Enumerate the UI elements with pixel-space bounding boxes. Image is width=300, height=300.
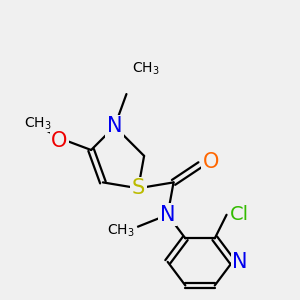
- Text: Cl: Cl: [230, 205, 249, 224]
- Text: O: O: [203, 152, 219, 172]
- Text: S: S: [132, 178, 145, 198]
- Text: N: N: [107, 116, 122, 136]
- Text: CH$_3$: CH$_3$: [107, 223, 134, 239]
- Text: O: O: [51, 131, 68, 151]
- Text: N: N: [232, 252, 248, 272]
- Text: N: N: [160, 205, 176, 225]
- Text: CH$_3$: CH$_3$: [24, 115, 52, 132]
- Text: CH$_3$: CH$_3$: [132, 61, 160, 77]
